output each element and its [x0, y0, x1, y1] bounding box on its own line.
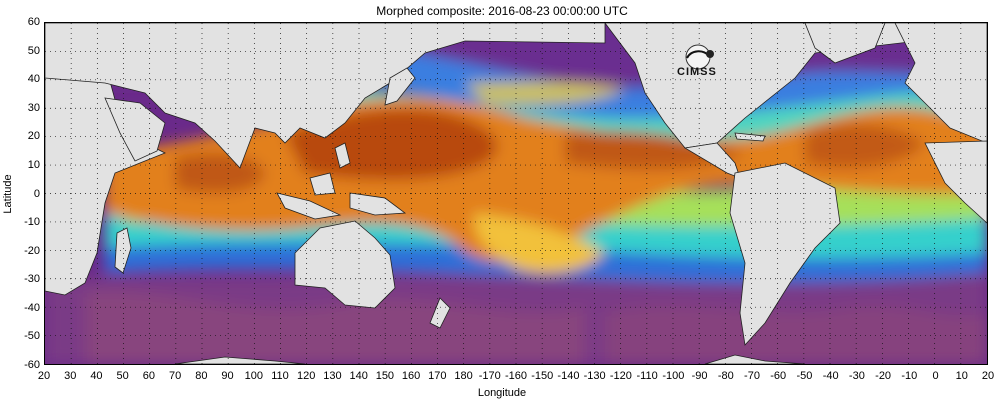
antarctica-land	[174, 356, 306, 364]
x-tick-label: 40	[90, 370, 103, 382]
central-america-land	[683, 142, 741, 179]
x-tick-label: -110	[636, 370, 658, 382]
new-guinea-land	[349, 192, 407, 216]
x-tick-label: 180	[454, 370, 473, 382]
x-tick-label: 130	[323, 370, 342, 382]
chart-title: Morphed composite: 2016-08-23 00:00:00 U…	[376, 4, 628, 18]
x-tick-label: -160	[504, 370, 528, 382]
x-tick-label: 20	[37, 370, 51, 382]
y-tick-label: 60	[27, 16, 40, 28]
x-tick-label: 60	[142, 370, 155, 382]
map-plot-area	[44, 22, 988, 365]
x-tick-label: 100	[244, 370, 263, 382]
madagascar-land	[114, 227, 132, 274]
y-tick-label: -30	[24, 273, 40, 286]
indonesia-land	[276, 192, 342, 220]
x-tick-label: 70	[168, 370, 182, 382]
x-tick-label: -10	[901, 370, 918, 382]
x-tick-label: 160	[401, 370, 421, 382]
philippines-land	[334, 142, 351, 169]
cimss-logo-icon	[685, 44, 714, 70]
y-tick-label: 10	[27, 158, 40, 171]
japan-land	[384, 67, 416, 106]
x-tick-label: 80	[195, 370, 208, 382]
x-axis-label: Longitude	[477, 387, 527, 399]
x-tick-label: 150	[375, 370, 395, 382]
y-tick-label: 0	[33, 187, 40, 200]
x-tick-label: 50	[116, 370, 129, 382]
y-tick-label: -20	[24, 244, 40, 257]
x-tick-label: -80	[717, 370, 734, 382]
y-tick-label: 50	[27, 44, 40, 57]
x-tick-label: -100	[662, 370, 685, 382]
y-tick-label: 20	[27, 130, 40, 143]
eurasia-land	[45, 23, 606, 169]
x-tick-label: -170	[478, 370, 501, 382]
x-tick-label: -60	[770, 370, 787, 382]
x-tick-label: 20	[981, 370, 995, 382]
new-zealand-land	[429, 297, 451, 329]
x-tick-label: -150	[531, 370, 554, 382]
x-tick-label: 10	[955, 370, 968, 382]
lat-lon-grid	[45, 23, 987, 364]
y-tick-label: 40	[27, 73, 40, 86]
x-tick-label: 0	[932, 370, 939, 382]
x-tick-label: -30	[848, 370, 865, 382]
y-axis-label: Latitude	[2, 174, 14, 214]
x-tick-label: 30	[64, 370, 77, 382]
x-tick-label: -20	[875, 370, 892, 382]
x-tick-label: -50	[796, 370, 813, 382]
x-tick-label: -130	[583, 370, 606, 382]
y-tick-label: -60	[24, 359, 40, 371]
x-tick-label: -90	[691, 370, 708, 382]
y-tick-label: -50	[24, 330, 40, 343]
x-tick-label: -70	[744, 370, 760, 382]
x-tick-label: 140	[349, 370, 368, 382]
europe-land	[894, 23, 987, 144]
x-tick-label: 110	[271, 370, 289, 382]
cimss-logo-text: CIMSS	[677, 66, 717, 78]
y-tick-label: -10	[24, 216, 40, 229]
x-tick-label: -120	[609, 370, 632, 382]
greenland-land	[804, 23, 886, 64]
y-tick-label: 30	[27, 101, 40, 114]
borneo-land	[309, 172, 336, 196]
australia-land	[294, 220, 396, 309]
y-tick-label: -40	[24, 301, 40, 314]
west-africa-land	[924, 140, 987, 224]
x-tick-label: 170	[428, 370, 447, 382]
x-tick-label: -140	[557, 370, 580, 382]
map-svg	[45, 23, 987, 364]
x-tick-label: -40	[822, 370, 839, 382]
x-tick-label: 120	[297, 370, 316, 382]
land-masses	[45, 23, 987, 364]
x-tick-label: 90	[221, 370, 234, 382]
